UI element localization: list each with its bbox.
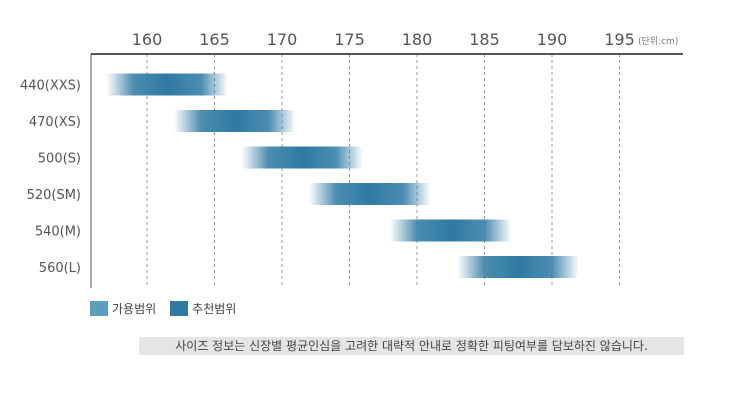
legend-label-allowable: 가용범위 <box>112 302 157 316</box>
x-tick-label: 195 <box>604 30 635 49</box>
range-bar <box>241 146 363 169</box>
range-bar <box>174 110 296 132</box>
x-tick-label: 180 <box>402 30 433 49</box>
x-tick-label: 165 <box>199 30 230 49</box>
range-bar <box>390 219 512 242</box>
disclaimer-notice: 사이즈 정보는 신장별 평균인심을 고려한 대략적 안내로 정확한 피팅여부를 … <box>139 337 684 355</box>
size-range-chart: 160 165 170 175 180 185 190 195 (단위:cm) 440(XXS… <box>20 30 683 288</box>
x-tick-label: 160 <box>132 30 163 49</box>
range-bar <box>457 256 579 278</box>
range-bars <box>106 73 579 278</box>
x-tick-labels: 160 165 170 175 180 185 190 195 <box>132 30 635 49</box>
category-labels: 440(XXS) 470(XS) 500(S) 520(SM) 540(M) 560(L) <box>20 79 81 277</box>
category-label: 440(XXS) <box>20 79 81 94</box>
unit-label: (단위:cm) <box>638 36 678 47</box>
range-bar <box>106 73 228 96</box>
legend-item-allowable: 가용범위 <box>90 300 156 317</box>
axes <box>90 53 683 288</box>
legend-label-recommended: 추천범위 <box>192 302 237 316</box>
category-label: 540(M) <box>35 225 81 240</box>
range-bar <box>309 183 431 205</box>
x-tick-label: 170 <box>267 30 298 49</box>
legend-swatch-recommended <box>170 301 189 316</box>
category-label: 520(SM) <box>27 188 81 203</box>
x-tick-label: 175 <box>334 30 365 49</box>
category-label: 470(XS) <box>29 115 81 130</box>
legend-item-recommended: 추천범위 <box>170 300 236 317</box>
category-label: 500(S) <box>38 152 81 167</box>
legend-swatch-allowable <box>90 301 108 316</box>
category-label: 560(L) <box>39 261 81 276</box>
x-tick-label: 185 <box>469 30 500 49</box>
legend: 가용범위 추천범위 <box>90 300 236 317</box>
x-tick-label: 190 <box>537 30 568 49</box>
